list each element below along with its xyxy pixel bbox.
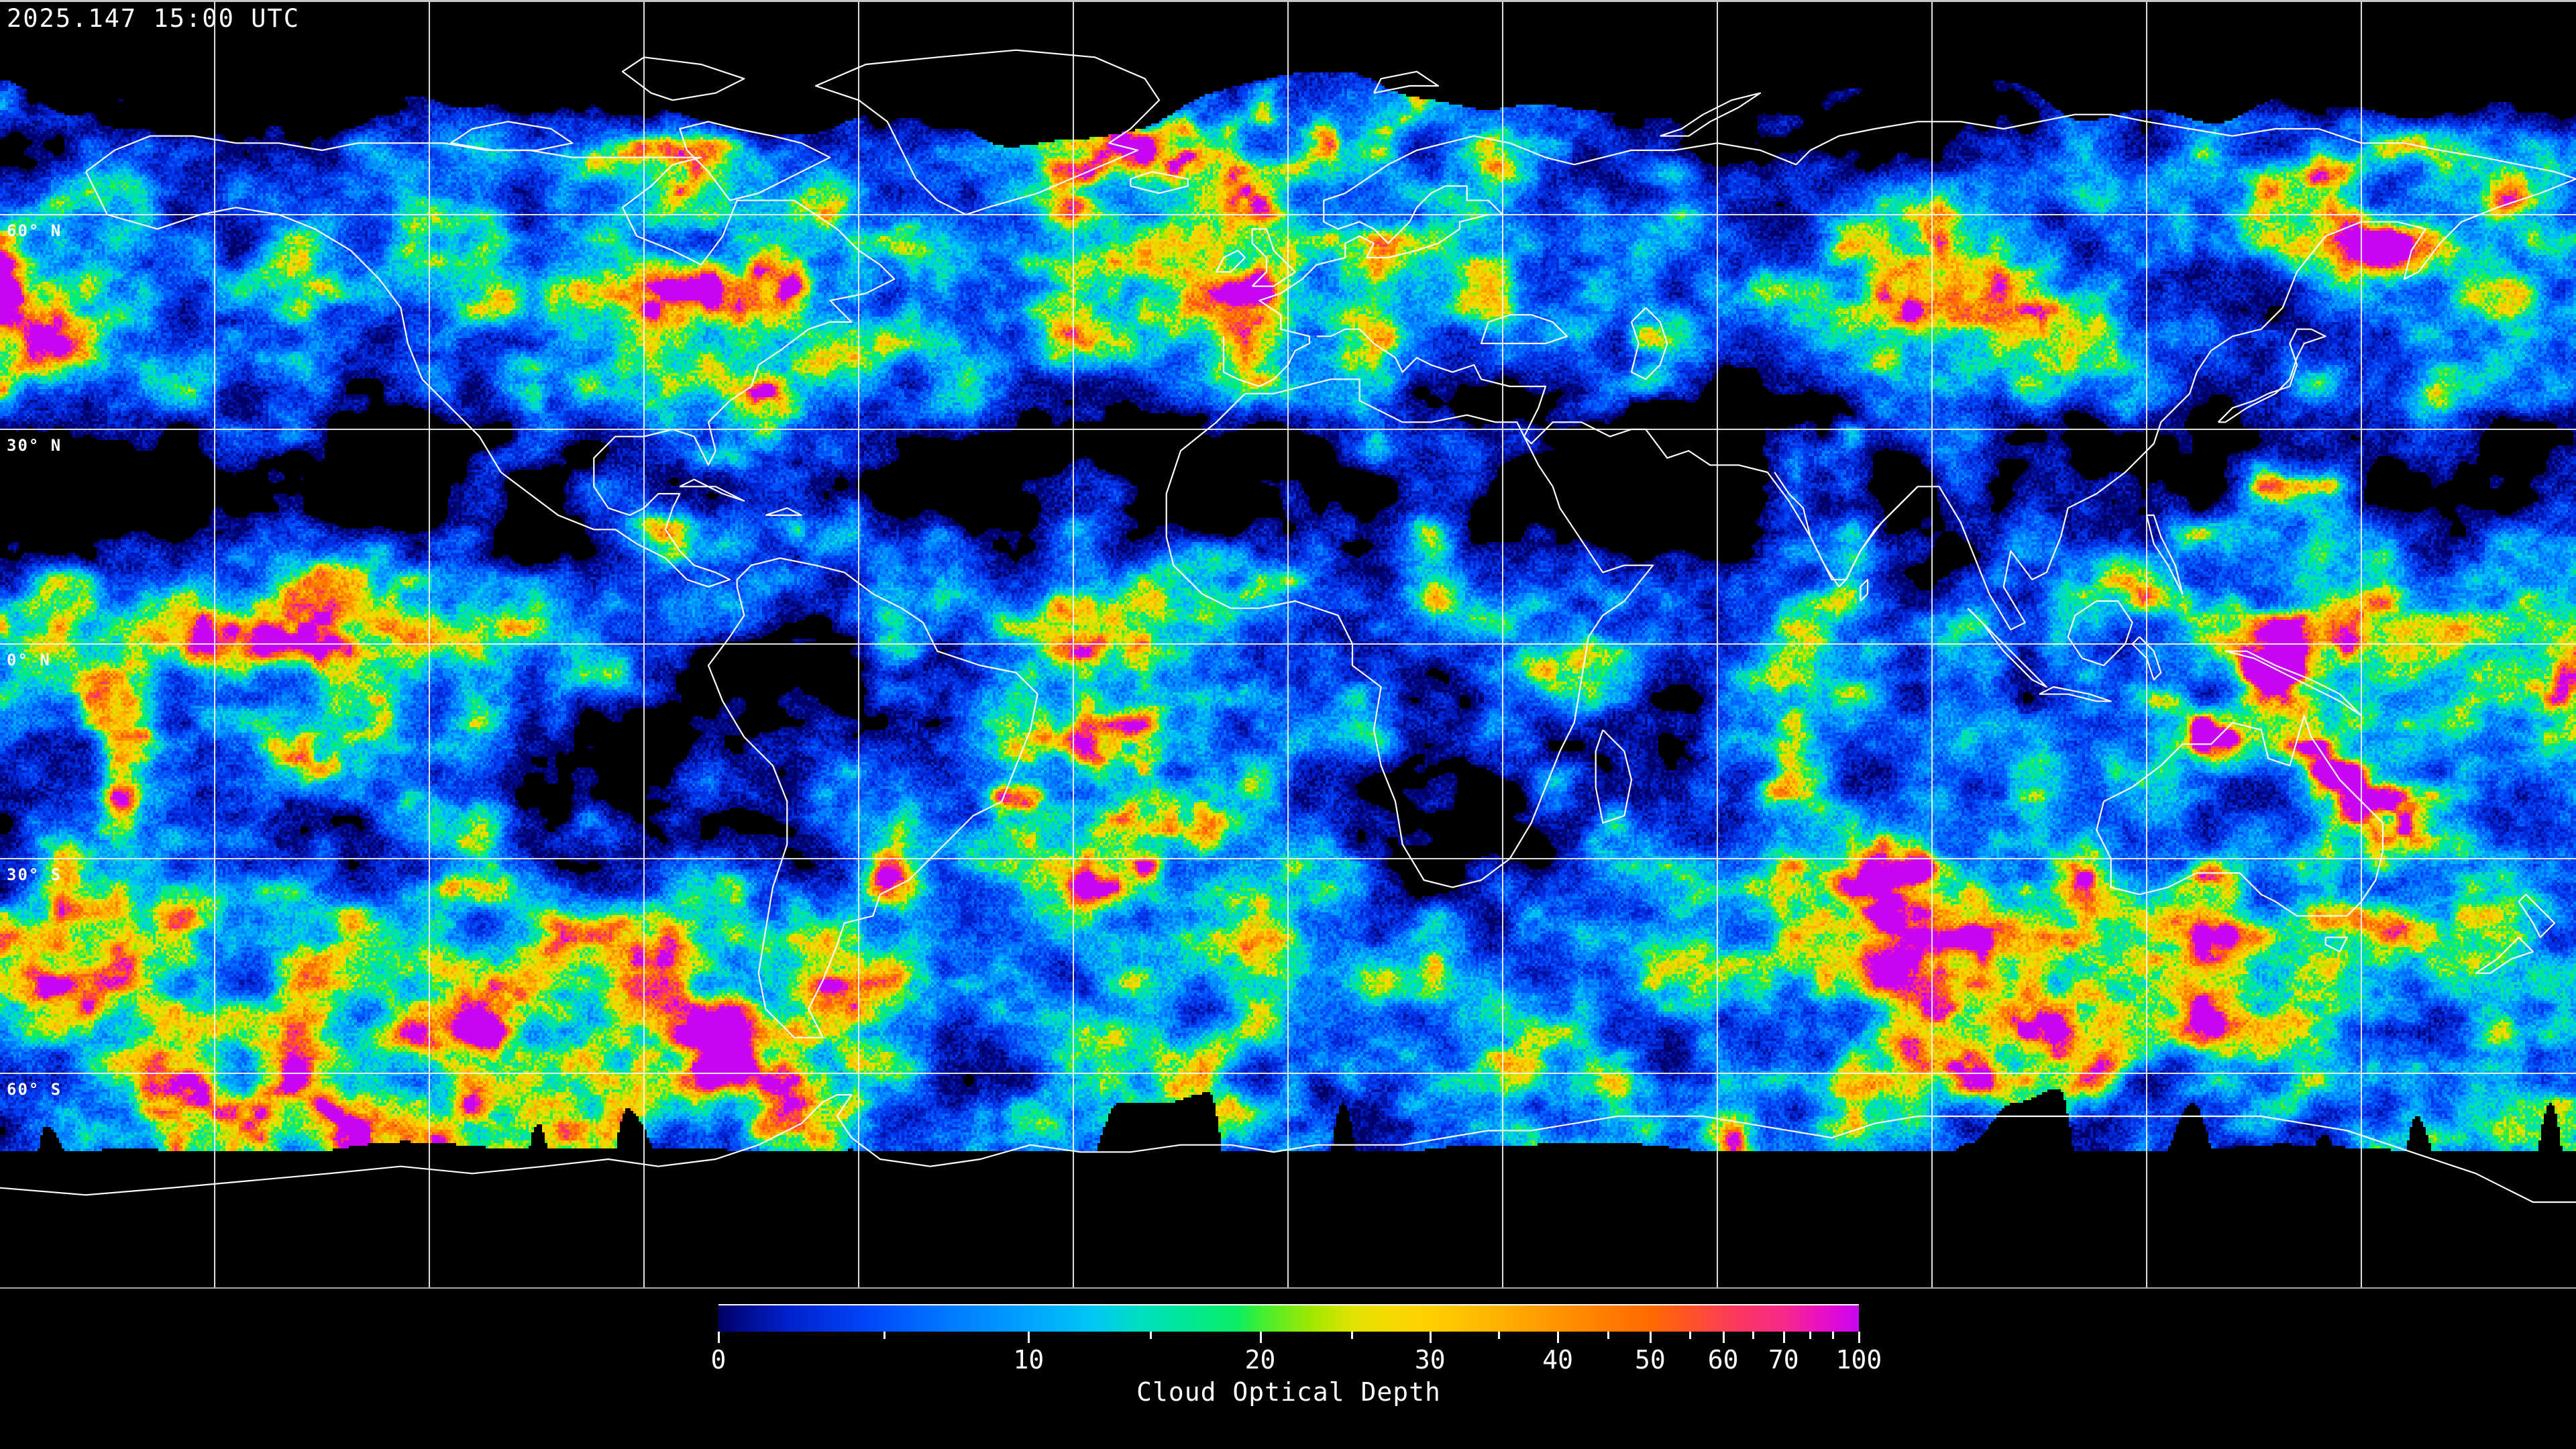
- coastline-path: [1373, 70, 1440, 94]
- colorbar-tick: [883, 1332, 885, 1339]
- coastline-path: [2324, 936, 2348, 953]
- coastline-path: [1860, 578, 1869, 602]
- latitude-label: 30° S: [7, 865, 62, 884]
- timestamp-label: 2025.147 15:00 UTC: [7, 4, 300, 33]
- coastline-path: [1774, 472, 1919, 588]
- map-top-border: [0, 0, 2576, 2]
- coastline-path: [765, 507, 802, 517]
- coastline-path: [679, 478, 745, 502]
- colorbar-tick: [1259, 1332, 1262, 1343]
- colorbar-tick: [1350, 1332, 1353, 1339]
- coastline-path: [1130, 170, 1189, 195]
- latitude-gridline: [0, 429, 2576, 430]
- colorbar-tick-label: 40: [1542, 1345, 1574, 1375]
- colorbar-tick-label: 100: [1835, 1345, 1882, 1375]
- colorbar-tick: [1782, 1332, 1785, 1343]
- coastline-path: [2067, 600, 2133, 667]
- colorbar-tick: [1649, 1332, 1652, 1343]
- colorbar-tick-label: 70: [1768, 1345, 1799, 1375]
- latitude-longitude-gridlines: [0, 0, 2576, 1288]
- colorbar-tick: [1689, 1332, 1692, 1339]
- colorbar-tick-label: 50: [1635, 1345, 1666, 1375]
- colorbar-title: Cloud Optical Depth: [1136, 1377, 1441, 1407]
- colorbar-tick: [1831, 1332, 1834, 1339]
- coastline-path: [2475, 936, 2534, 974]
- colorbar-tick: [1809, 1332, 1811, 1339]
- colorbar-tick-label: 10: [1013, 1345, 1044, 1375]
- coastline-path: [679, 121, 831, 201]
- coastline-path: [449, 121, 574, 152]
- colorbar-tick: [1858, 1332, 1860, 1343]
- colorbar-tick-label: 0: [710, 1345, 727, 1375]
- colorbar-tick: [1028, 1332, 1030, 1343]
- coastline-path: [1222, 113, 2576, 388]
- coastline-path: [1216, 250, 1246, 273]
- coastline-path: [1165, 378, 1654, 888]
- latitude-label: 60° N: [7, 221, 62, 240]
- coastline-path: [2518, 894, 2556, 938]
- colorbar-tick-label: 30: [1414, 1345, 1446, 1375]
- coastline-path: [0, 1093, 2576, 1203]
- coastlines-overlay: [0, 49, 2576, 1203]
- coastline-path: [1630, 307, 1668, 380]
- coastline-path: [2217, 328, 2326, 423]
- colorbar-tick: [1607, 1332, 1609, 1339]
- latitude-label: 30° N: [7, 436, 62, 455]
- latitude-label: 0° N: [7, 651, 51, 669]
- coastline-path: [1660, 92, 1762, 137]
- colorbar-tick: [718, 1332, 720, 1343]
- colorbar-tick-label: 60: [1707, 1345, 1739, 1375]
- coastline-path: [707, 557, 1038, 1038]
- coastline-path: [814, 49, 1161, 216]
- coastline-path: [1316, 178, 2576, 631]
- coastline-path: [621, 56, 745, 101]
- latitude-gridline: [0, 858, 2576, 859]
- coastline-path: [2096, 714, 2384, 917]
- colorbar-tick-label: 20: [1244, 1345, 1276, 1375]
- latitude-gridline: [0, 214, 2576, 215]
- latitude-gridline: [0, 643, 2576, 645]
- coastline-path: [1595, 729, 1633, 824]
- colorbar-tick: [1557, 1332, 1560, 1343]
- coastline-path: [2039, 686, 2112, 702]
- latitude-gridline: [0, 1073, 2576, 1074]
- coastline-path: [2145, 514, 2184, 595]
- colorbar-gradient: [718, 1304, 1859, 1332]
- coastline-path: [1967, 607, 2047, 688]
- colorbar-tick: [1497, 1332, 1500, 1339]
- colorbar-tick: [1752, 1332, 1754, 1339]
- map-bottom-border: [0, 1287, 2576, 1289]
- colorbar-tick: [1150, 1332, 1152, 1339]
- coastline-path: [1480, 314, 1568, 345]
- colorbar-tick: [1429, 1332, 1432, 1343]
- colorbar-tick: [1722, 1332, 1725, 1343]
- latitude-label: 60° S: [7, 1080, 62, 1099]
